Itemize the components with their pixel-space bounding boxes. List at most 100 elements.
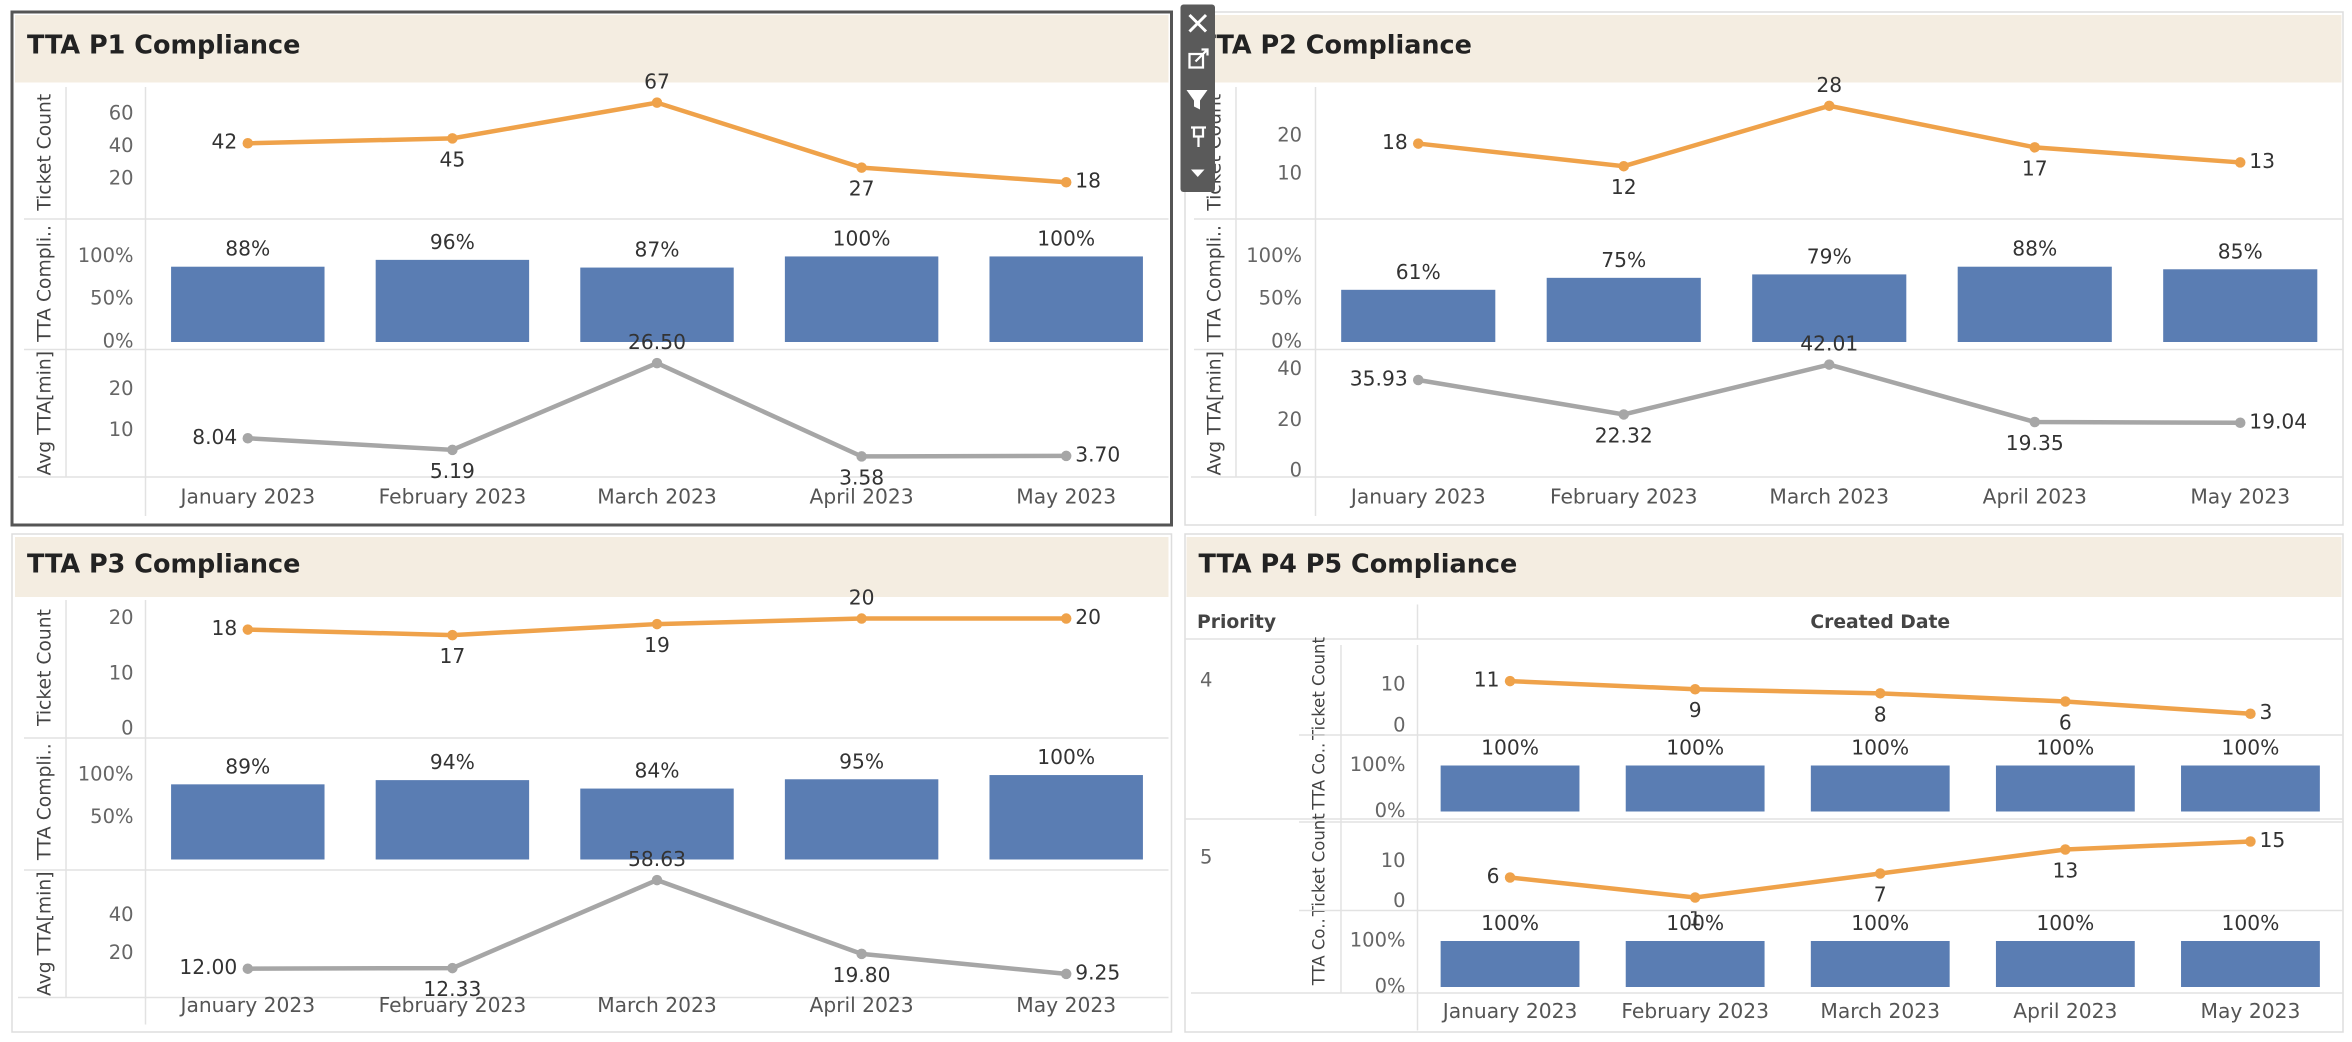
data-label: 79% — [1807, 244, 1852, 268]
open-button[interactable] — [1188, 48, 1209, 69]
x-tick-label: May 2023 — [2190, 484, 2290, 508]
x-tick-label: February 2023 — [1621, 999, 1769, 1023]
bar — [784, 256, 939, 342]
y-tick-label: 0 — [1290, 458, 1302, 481]
axis-title: TTA Co.. — [1309, 918, 1328, 986]
data-label: 27 — [849, 177, 875, 201]
panel-title: TTA P3 Compliance — [27, 549, 300, 579]
y-tick-label: 0% — [1271, 329, 1302, 352]
data-label: 8.04 — [192, 425, 237, 449]
data-label: 45 — [440, 147, 466, 171]
data-label: 18 — [1382, 130, 1408, 154]
data-label: 6 — [1487, 864, 1500, 888]
bar — [1995, 765, 2135, 812]
bar — [580, 267, 734, 342]
data-label: 26.50 — [628, 330, 686, 354]
y-tick-label: 20 — [109, 166, 134, 189]
x-tick-label: April 2023 — [2013, 999, 2117, 1023]
y-tick-label: 10 — [109, 661, 134, 684]
axis-title: Avg TTA[min] — [35, 871, 56, 996]
y-tick-label: 10 — [1277, 161, 1302, 184]
x-tick-label: March 2023 — [597, 993, 717, 1017]
axis-title: Ticket Count — [35, 94, 56, 212]
data-label: 28 — [1816, 73, 1842, 97]
y-tick-label: 0% — [1375, 799, 1406, 822]
y-tick-label: 60 — [109, 101, 134, 124]
data-label: 100% — [1481, 911, 1539, 935]
data-label: 22.32 — [1595, 423, 1653, 447]
data-label: 3 — [2259, 700, 2272, 724]
point — [1689, 892, 1701, 903]
data-label: 12.00 — [179, 955, 237, 979]
bar — [1810, 940, 1950, 987]
y-tick-label: 0% — [103, 329, 134, 352]
data-label: 61% — [1396, 260, 1441, 284]
data-label: 9 — [1689, 698, 1702, 722]
y-tick-label: 40 — [109, 903, 134, 926]
point — [1060, 450, 1072, 462]
x-tick-label: January 2023 — [178, 484, 315, 508]
y-tick-label: 100% — [78, 763, 134, 786]
filter-button[interactable] — [1186, 89, 1208, 110]
point — [242, 433, 254, 444]
data-label: 88% — [225, 237, 270, 261]
bar — [989, 775, 1143, 860]
point — [856, 451, 867, 462]
x-tick-label: April 2023 — [810, 993, 914, 1017]
row-header: Priority — [1197, 612, 1276, 633]
bar — [171, 784, 325, 860]
y-tick-label: 50% — [90, 287, 133, 310]
data-label: 100% — [1666, 735, 1724, 759]
data-label: 100% — [2036, 735, 2094, 759]
x-tick-label: March 2023 — [1769, 484, 1889, 508]
data-label: 100% — [833, 226, 891, 250]
x-tick-label: May 2023 — [1016, 484, 1116, 508]
point — [856, 613, 867, 624]
data-label: 96% — [430, 230, 475, 254]
point — [1618, 160, 1629, 172]
data-label: 100% — [2036, 911, 2094, 935]
panel-header — [15, 536, 1169, 597]
y-tick-label: 20 — [109, 606, 134, 629]
y-tick-label: 20 — [109, 377, 134, 400]
data-label: 8 — [1874, 702, 1887, 726]
x-tick-label: January 2023 — [1349, 484, 1486, 508]
data-label: 6 — [2059, 710, 2072, 734]
x-tick-label: February 2023 — [1550, 484, 1698, 508]
bar — [375, 259, 530, 342]
close-button[interactable] — [1188, 13, 1208, 33]
axis-title: TTA Compli.. — [1204, 225, 1225, 343]
data-label: 35.93 — [1350, 366, 1408, 390]
point — [242, 137, 254, 149]
y-tick-label: 100% — [1350, 753, 1406, 776]
y-tick-label: 10 — [109, 418, 134, 441]
bar — [784, 779, 939, 860]
bar — [989, 256, 1143, 342]
pin-button[interactable] — [1190, 126, 1206, 147]
data-label: 42 — [212, 130, 238, 154]
point — [2060, 844, 2071, 855]
data-label: 18 — [212, 616, 238, 640]
x-tick-label: May 2023 — [1016, 993, 1116, 1017]
more-button[interactable] — [1190, 169, 1205, 177]
point — [1823, 359, 1835, 370]
x-tick-label: January 2023 — [178, 993, 315, 1017]
y-tick-label: 10 — [1381, 849, 1406, 872]
point — [1504, 872, 1516, 883]
point — [2245, 708, 2256, 719]
data-label: 58.63 — [628, 847, 686, 871]
axis-title: Ticket Count — [35, 609, 56, 727]
data-label: 87% — [635, 238, 680, 262]
y-tick-label: 50% — [90, 805, 133, 828]
point — [1412, 374, 1424, 386]
bar — [1957, 266, 2112, 342]
data-label: 12 — [1611, 175, 1637, 199]
point — [1060, 613, 1072, 624]
bar — [2163, 269, 2318, 342]
point — [447, 962, 458, 974]
data-label: 20 — [1075, 605, 1101, 629]
data-label: 100% — [2222, 735, 2280, 759]
axis-title: TTA Compli.. — [35, 225, 56, 343]
bar — [375, 780, 530, 860]
panel — [1184, 11, 2344, 526]
